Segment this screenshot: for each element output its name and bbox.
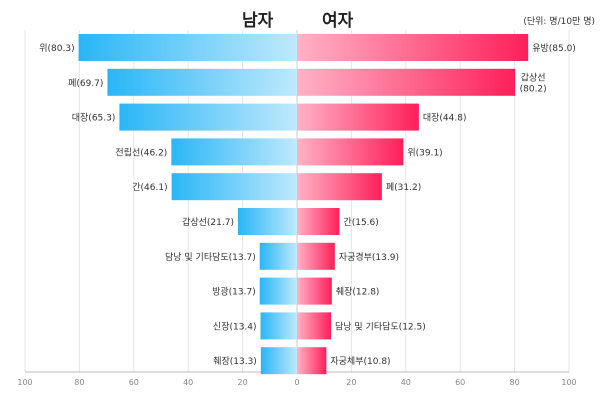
male-bar-label: 췌장(13.3) xyxy=(213,356,257,367)
female-bar-label: 자궁체부(10.8) xyxy=(330,356,390,367)
female-bar-label: 담낭 및 기타담도(12.5) xyxy=(335,320,426,332)
female-bar-label: 대장(44.8) xyxy=(423,113,467,124)
x-tick-label: 60 xyxy=(129,378,139,387)
male-bar-label: 방광(13.7) xyxy=(212,286,256,298)
female-bar-label: 자궁경부(13.9) xyxy=(339,251,399,263)
male-bar xyxy=(260,347,297,375)
female-title: 여자 xyxy=(322,11,354,31)
x-tick-label: 20 xyxy=(346,378,356,387)
female-bar-label: 위(39.1) xyxy=(407,147,442,158)
male-bar xyxy=(237,208,297,235)
female-bar xyxy=(297,208,340,235)
x-tick-label: 40 xyxy=(401,378,411,387)
male-bar xyxy=(107,68,297,96)
male-bar xyxy=(259,277,297,305)
female-bar xyxy=(297,34,529,61)
female-bar xyxy=(297,103,419,131)
unit-label: (단위: 명/10만 명) xyxy=(523,17,595,27)
male-bar xyxy=(171,138,297,166)
female-bar xyxy=(297,347,327,375)
female-bar xyxy=(297,277,332,305)
x-tick-label: 40 xyxy=(183,378,193,387)
female-bar xyxy=(297,242,335,270)
male-bar-label: 갑상선(21.7) xyxy=(182,216,234,228)
x-tick-label: 0 xyxy=(294,378,299,387)
male-bar-label: 폐(69.7) xyxy=(68,77,103,89)
female-bar xyxy=(297,138,404,166)
x-tick-label: 100 xyxy=(561,378,576,387)
male-bar-label: 대장(65.3) xyxy=(72,113,116,124)
male-bar xyxy=(259,242,297,270)
female-bar xyxy=(297,173,382,201)
female-bar-label: 폐(31.2) xyxy=(386,181,421,193)
female-bar-label: 유방(85.0) xyxy=(532,43,576,54)
x-tick-label: 80 xyxy=(510,378,520,387)
x-tick-label: 60 xyxy=(455,378,465,387)
x-tick-label: 20 xyxy=(238,378,248,387)
male-bar-label: 전립선(46.2) xyxy=(115,147,167,158)
male-bar-label: 담낭 및 기타담도(13.7) xyxy=(165,251,256,263)
male-bar-label: 위(80.3) xyxy=(39,43,74,54)
male-bar-label: 간(46.1) xyxy=(132,182,167,193)
female-bar-label: 췌장(12.8) xyxy=(336,287,380,298)
x-tick-label: 100 xyxy=(17,378,32,387)
male-bar-label: 신장(13.4) xyxy=(213,321,257,332)
male-bar xyxy=(78,34,297,61)
male-title: 남자 xyxy=(242,11,274,31)
x-tick-label: 80 xyxy=(74,378,84,387)
female-bar-label: 갑상선 (80.2) xyxy=(520,71,547,94)
male-bar xyxy=(171,173,297,201)
male-bar xyxy=(119,103,297,131)
female-bar xyxy=(297,312,331,340)
female-bar-label: 간(15.6) xyxy=(343,217,378,228)
male-bar xyxy=(260,312,297,340)
female-bar xyxy=(297,68,516,96)
